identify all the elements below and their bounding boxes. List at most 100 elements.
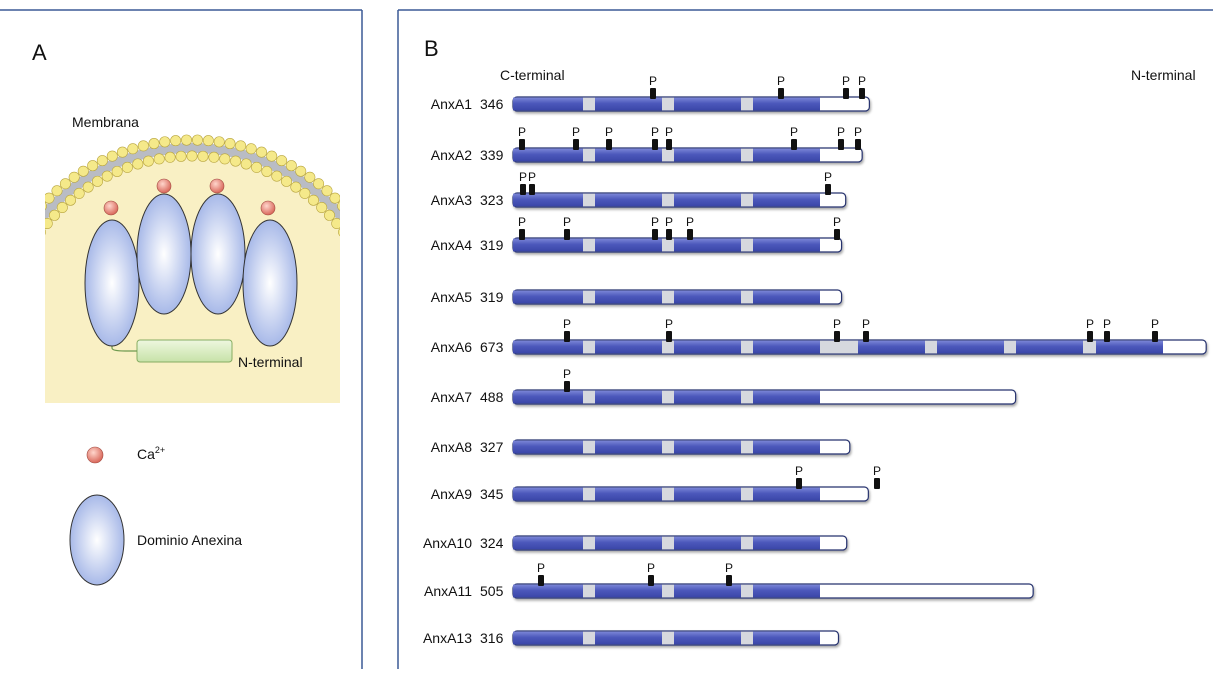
- annexin-repeat: [858, 341, 925, 354]
- annexin-repeat: [513, 291, 583, 304]
- lipid-head: [36, 201, 46, 211]
- protein-name: AnxA7: [431, 389, 472, 405]
- phospho-label: P: [651, 215, 659, 229]
- phospho-label: P: [563, 317, 571, 331]
- phospho-site: [564, 229, 570, 240]
- phospho-site: [791, 139, 797, 150]
- protein-name: AnxA11: [424, 583, 472, 599]
- protein-length: 346: [480, 96, 504, 112]
- lipid-head: [300, 188, 310, 198]
- protein-length: 505: [480, 583, 504, 599]
- annexin-repeat: [753, 341, 820, 354]
- phospho-label: P: [858, 74, 866, 88]
- lipid-head: [392, 329, 402, 339]
- panel-label: A: [32, 40, 47, 65]
- lipid-head: [0, 255, 10, 265]
- protein-length: 324: [480, 535, 504, 551]
- lipid-head: [187, 151, 197, 161]
- lipid-head: [276, 155, 286, 165]
- protein-length: 323: [480, 192, 504, 208]
- linker: [820, 341, 858, 353]
- phospho-site: [1104, 331, 1110, 342]
- phospho-site: [859, 88, 865, 99]
- lipid-head: [209, 152, 219, 162]
- linker: [662, 239, 674, 251]
- linker: [583, 194, 595, 206]
- phospho-label: P: [1086, 317, 1094, 331]
- phospho-label: P: [862, 317, 870, 331]
- linker: [741, 149, 753, 161]
- lipid-head: [143, 156, 153, 166]
- phospho-site: [648, 575, 654, 586]
- phospho-site: [834, 331, 840, 342]
- phospho-site: [874, 478, 880, 489]
- annexin-repeat: [674, 632, 741, 645]
- phospho-site: [519, 139, 525, 150]
- protein-length: 345: [480, 486, 504, 502]
- protein-name: AnxA9: [431, 486, 472, 502]
- phospho-label: P: [528, 170, 536, 184]
- lipid-head: [214, 137, 224, 147]
- phospho-label: P: [854, 125, 862, 139]
- lipid-head: [3, 296, 13, 306]
- lipid-head: [375, 318, 385, 328]
- lipid-head: [392, 340, 402, 350]
- lipid-head: [345, 236, 355, 246]
- linker: [741, 585, 753, 597]
- legend: Ca2+ Dominio Anexina: [70, 445, 242, 585]
- lipid-head: [262, 166, 272, 176]
- lipid-head: [122, 162, 132, 172]
- annexin-repeat: [753, 291, 820, 304]
- annexin-repeat: [513, 194, 583, 207]
- phospho-label: P: [518, 125, 526, 139]
- annexin-repeat: [674, 391, 741, 404]
- phospho-site: [1152, 331, 1158, 342]
- linker: [583, 149, 595, 161]
- lipid-head: [373, 307, 383, 317]
- protein-length: 327: [480, 439, 504, 455]
- annexin-repeat: [513, 341, 583, 354]
- phospho-site: [650, 88, 656, 99]
- phospho-site: [687, 229, 693, 240]
- lipid-head: [378, 265, 388, 275]
- lipid-head: [149, 138, 159, 148]
- annexin-repeat: [753, 441, 820, 454]
- lipid-head: [322, 186, 332, 196]
- lipid-head: [13, 265, 23, 275]
- phospho-site: [778, 88, 784, 99]
- protein-name: AnxA8: [431, 439, 472, 455]
- phospho-label: P: [647, 561, 655, 575]
- linker: [741, 441, 753, 453]
- phospho-site: [838, 139, 844, 150]
- annexin-repeat: [513, 239, 583, 252]
- lipid-head: [138, 141, 148, 151]
- linker: [583, 585, 595, 597]
- lipid-head: [22, 218, 32, 228]
- lipid-head: [0, 340, 8, 350]
- protein-length: 339: [480, 147, 504, 163]
- linker: [662, 488, 674, 500]
- lipid-head: [112, 166, 122, 176]
- lipid-head: [102, 171, 112, 181]
- lipid-head: [391, 318, 401, 328]
- annexin-repeat: [595, 632, 662, 645]
- phospho-site: [666, 139, 672, 150]
- annexin-repeat: [595, 537, 662, 550]
- lipid-head: [313, 179, 323, 189]
- phospho-label: P: [795, 464, 803, 478]
- annexin-repeat: [513, 441, 583, 454]
- lipid-head: [364, 275, 374, 285]
- lipid-head: [198, 151, 208, 161]
- phospho-label: P: [842, 74, 850, 88]
- linker: [1004, 341, 1016, 353]
- linker: [583, 441, 595, 453]
- phospho-site: [666, 229, 672, 240]
- lipid-head: [0, 265, 6, 275]
- lipid-head: [241, 159, 251, 169]
- phospho-label: P: [686, 215, 694, 229]
- lipid-head: [60, 179, 70, 189]
- lipid-head: [350, 245, 360, 255]
- lipid-head: [385, 286, 395, 296]
- lipid-head: [332, 218, 342, 228]
